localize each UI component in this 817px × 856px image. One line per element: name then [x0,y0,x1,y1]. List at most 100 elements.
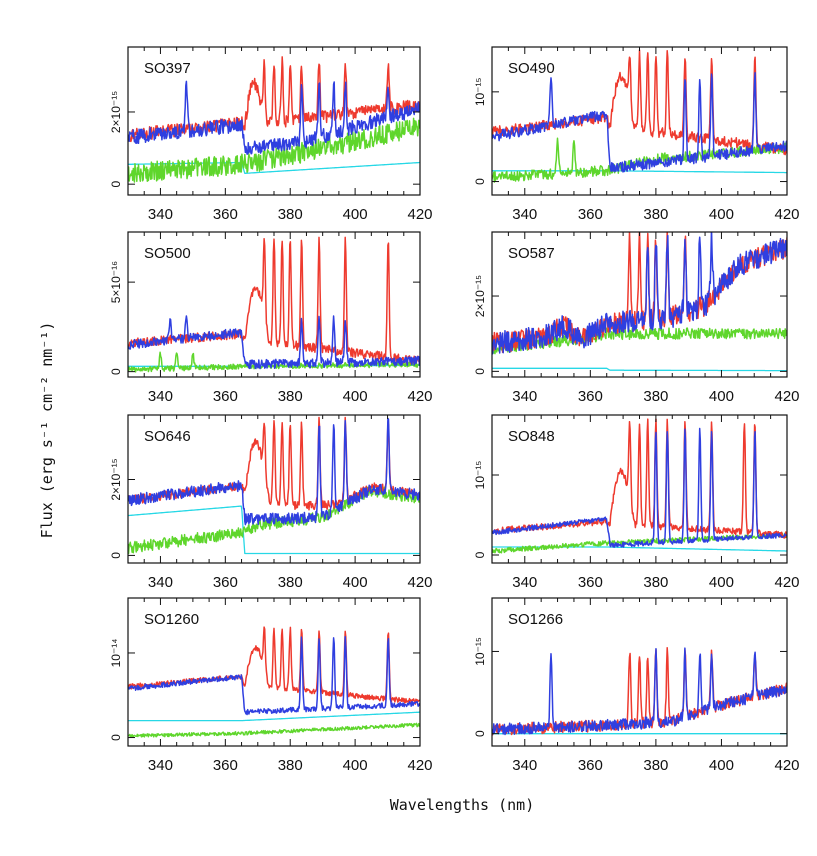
y-tick-label: 10⁻¹⁵ [473,461,487,490]
x-tick-label: 380 [278,206,303,223]
x-tick-label: 400 [343,757,368,774]
series-blue-line [492,232,787,355]
x-tick-label: 420 [407,757,432,774]
x-tick-label: 380 [643,206,668,223]
x-tick-label: 400 [343,574,368,591]
x-tick-label: 400 [709,206,734,223]
y-tick-label: 0 [473,730,487,737]
plot-area [128,416,420,555]
series-cyan-line [128,161,420,174]
plot-area [492,418,787,554]
x-tick-label: 420 [774,574,799,591]
panel-title: SO500 [144,245,191,262]
x-tick-label: 360 [213,206,238,223]
y-tick-label: 0 [473,551,487,558]
panel-so646: 340 360 380 400 420 0 2×10⁻¹⁵ SO646 [109,414,433,591]
y-tick-label: 2×10⁻¹⁵ [473,275,487,317]
panel-title: SO1266 [508,611,563,628]
y-tick-label: 2×10⁻¹⁵ [109,458,123,500]
series-blue-line [492,647,787,736]
y-tick-label: 10⁻¹⁴ [109,639,123,668]
y-axis-title: Flux (erg s⁻¹ cm⁻² nm⁻¹) [38,322,56,539]
y-tick-label: 0 [473,368,487,375]
y-tick-label: 0 [109,552,123,559]
x-tick-label: 340 [148,574,173,591]
panel-title: SO848 [508,428,555,445]
y-tick-label: 10⁻¹⁵ [473,637,487,666]
x-tick-label: 360 [578,574,603,591]
series-blue-line [492,72,787,173]
series-cyan-line [492,367,787,372]
y-tick-label: 0 [473,178,487,185]
y-tick-label: 0 [109,181,123,188]
panel-so397: 340 360 380 400 420 0 2×10⁻¹⁵ SO397 [109,46,433,223]
plot-area [492,49,787,183]
series-blue-line [128,315,420,370]
x-tick-label: 360 [213,757,238,774]
series-cyan-line [128,711,420,722]
x-tick-label: 360 [213,574,238,591]
x-axis-title: Wavelengths (nm) [390,796,535,814]
x-tick-label: 340 [148,757,173,774]
series-red-line [128,626,420,705]
x-tick-label: 420 [407,574,432,591]
x-tick-label: 360 [578,757,603,774]
x-tick-label: 340 [148,388,173,405]
x-tick-label: 340 [512,574,537,591]
panel-title: SO490 [508,60,555,77]
series-green-line [128,722,420,738]
x-tick-label: 420 [407,388,432,405]
panel-so848: 340 360 380 400 420 0 10⁻¹⁵ SO848 [473,414,800,591]
plot-area [128,56,420,183]
series-green-line [128,117,420,183]
x-tick-label: 400 [709,388,734,405]
x-tick-label: 380 [643,757,668,774]
y-tick-label: 2×10⁻¹⁵ [109,91,123,133]
panel-so1260: 340 360 380 400 420 0 10⁻¹⁴ SO1260 [109,597,433,774]
panel-so587: 340 360 380 400 420 0 2×10⁻¹⁵ SO587 [473,231,800,405]
x-tick-label: 400 [343,388,368,405]
x-tick-label: 360 [578,206,603,223]
x-tick-label: 340 [512,206,537,223]
panel-so500: 340 360 380 400 420 0 5×10⁻¹⁶ SO500 [109,231,433,405]
x-tick-label: 420 [774,206,799,223]
panels: 340 360 380 400 420 0 2×10⁻¹⁵ SO397 340 360 380 400… [109,46,800,774]
x-tick-label: 400 [343,206,368,223]
plot-area [128,236,420,373]
x-tick-label: 340 [512,388,537,405]
y-tick-label: 5×10⁻¹⁶ [109,261,123,303]
series-cyan-line [128,505,420,555]
x-tick-label: 380 [278,574,303,591]
x-tick-label: 380 [643,388,668,405]
y-tick-label: 10⁻¹⁵ [473,77,487,106]
series-green-line [492,137,787,183]
x-tick-label: 360 [213,388,238,405]
plot-area [492,646,787,736]
panel-title: SO397 [144,60,191,77]
x-tick-label: 360 [578,388,603,405]
panel-title: SO587 [508,245,555,262]
x-tick-label: 340 [148,206,173,223]
series-blue-line [128,635,420,716]
panel-so1266: 340 360 380 400 420 0 10⁻¹⁵ SO1266 [473,597,800,774]
series-blue-line [128,417,420,526]
x-tick-label: 420 [407,206,432,223]
series-green-line [128,486,420,555]
series-cyan-line [492,170,787,174]
x-tick-label: 420 [774,757,799,774]
x-tick-label: 380 [278,757,303,774]
panel-title: SO1260 [144,611,199,628]
x-tick-label: 380 [278,388,303,405]
plot-area [128,626,420,738]
x-tick-label: 420 [774,388,799,405]
x-tick-label: 380 [643,574,668,591]
panel-so490: 340 360 380 400 420 0 10⁻¹⁵ SO490 [473,46,800,223]
x-tick-label: 340 [512,757,537,774]
panel-title: SO646 [144,428,191,445]
plot-area [492,232,787,372]
y-tick-label: 0 [109,734,123,741]
series-blue-line [492,427,787,548]
x-tick-label: 400 [709,757,734,774]
y-tick-label: 0 [109,368,123,375]
